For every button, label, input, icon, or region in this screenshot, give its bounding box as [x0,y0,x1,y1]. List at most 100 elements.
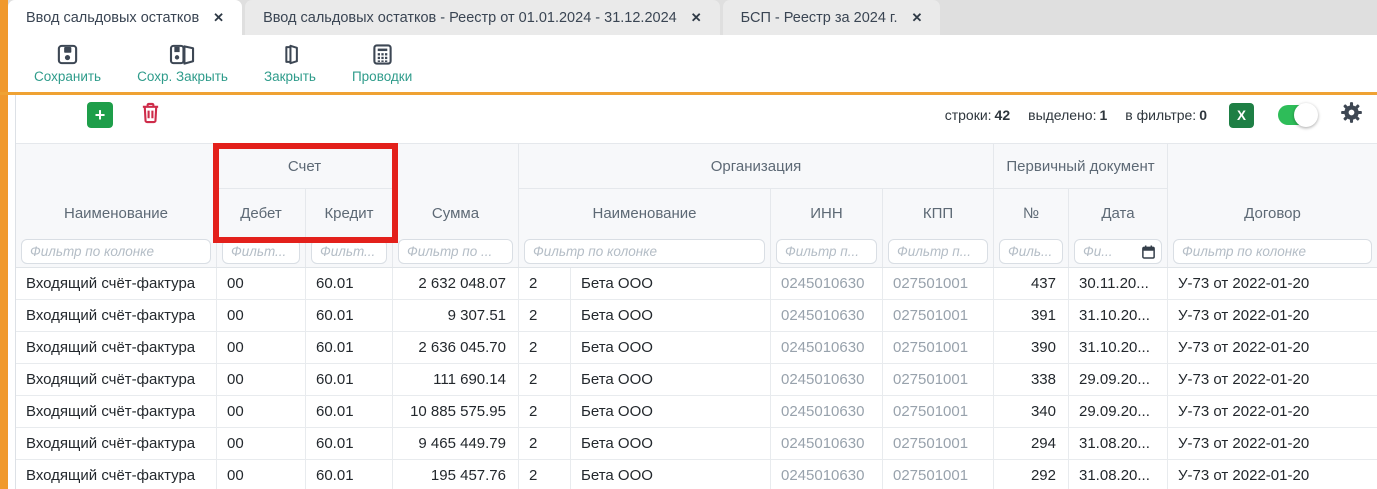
cell-num[interactable]: 294 [994,428,1069,460]
table-row[interactable]: Входящий счёт-фактура 00 60.01 195 457.7… [16,460,1377,489]
cell-date[interactable]: 31.08.20... [1069,460,1168,489]
cell-name[interactable]: Входящий счёт-фактура [16,396,217,428]
cell-debit[interactable]: 00 [217,364,306,396]
close-button[interactable]: Закрыть [264,43,316,84]
cell-sum[interactable]: 111 690.14 [393,364,519,396]
cell-kpp[interactable]: 027501001 [883,364,994,396]
cell-credit[interactable]: 60.01 [306,268,393,300]
cell-credit[interactable]: 60.01 [306,460,393,489]
cell-contract[interactable]: У-73 от 2022-01-20 [1168,396,1377,428]
table-row[interactable]: Входящий счёт-фактура 00 60.01 111 690.1… [16,364,1377,396]
cell-org[interactable]: Бета ООО [571,428,771,460]
column-header-kpp[interactable]: КПП [883,189,994,236]
cell-contract[interactable]: У-73 от 2022-01-20 [1168,268,1377,300]
cell-date[interactable]: 30.11.20... [1069,268,1168,300]
cell-sum[interactable]: 9 465 449.79 [393,428,519,460]
cell-org[interactable]: Бета ООО [571,364,771,396]
cell-kpp[interactable]: 027501001 [883,428,994,460]
filter-input-num[interactable] [999,239,1063,264]
cell-kpp[interactable]: 027501001 [883,332,994,364]
cell-sum[interactable]: 2 632 048.07 [393,268,519,300]
table-row[interactable]: Входящий счёт-фактура 00 60.01 10 885 57… [16,396,1377,428]
filter-input-inn[interactable] [776,239,877,264]
cell-num[interactable]: 338 [994,364,1069,396]
cell-inn[interactable]: 0245010630 [771,428,883,460]
cell-sum[interactable]: 10 885 575.95 [393,396,519,428]
table-row[interactable]: Входящий счёт-фактура 00 60.01 9 307.51 … [16,300,1377,332]
cell-kpp[interactable]: 027501001 [883,460,994,489]
cell-contract[interactable]: У-73 от 2022-01-20 [1168,332,1377,364]
column-header-inn[interactable]: ИНН [771,189,883,236]
cell-credit[interactable]: 60.01 [306,428,393,460]
cell-name[interactable]: Входящий счёт-фактура [16,300,217,332]
cell-sum[interactable]: 9 307.51 [393,300,519,332]
cell-inn[interactable]: 0245010630 [771,460,883,489]
cell-org-code[interactable]: 2 [519,300,571,332]
tab-bsp-reestr[interactable]: БСП - Реестр за 2024 г. ✕ [722,0,941,35]
delete-row-button[interactable] [140,101,161,130]
cell-credit[interactable]: 60.01 [306,300,393,332]
cell-org-code[interactable]: 2 [519,460,571,489]
cell-credit[interactable]: 60.01 [306,364,393,396]
filter-input-sum[interactable] [398,239,513,264]
cell-inn[interactable]: 0245010630 [771,268,883,300]
tab-reestr-2024[interactable]: Ввод сальдовых остатков - Реестр от 01.0… [245,0,720,35]
filter-input-debit[interactable] [222,239,300,264]
tab-close-icon[interactable]: ✕ [213,10,225,25]
cell-org-code[interactable]: 2 [519,396,571,428]
cell-inn[interactable]: 0245010630 [771,396,883,428]
cell-contract[interactable]: У-73 от 2022-01-20 [1168,364,1377,396]
cell-name[interactable]: Входящий счёт-фактура [16,268,217,300]
cell-num[interactable]: 437 [994,268,1069,300]
add-row-button[interactable]: + [87,102,113,128]
column-header-date[interactable]: Дата [1069,189,1168,236]
cell-inn[interactable]: 0245010630 [771,300,883,332]
cell-debit[interactable]: 00 [217,396,306,428]
filter-input-org-name[interactable] [524,239,765,264]
cell-sum[interactable]: 2 636 045.70 [393,332,519,364]
tab-close-icon[interactable]: ✕ [911,10,923,25]
cell-num[interactable]: 340 [994,396,1069,428]
cell-contract[interactable]: У-73 от 2022-01-20 [1168,428,1377,460]
postings-button[interactable]: Проводки [352,43,412,84]
filter-input-contract[interactable] [1173,239,1372,264]
save-button[interactable]: Сохранить [34,43,101,84]
cell-date[interactable]: 29.09.20... [1069,364,1168,396]
cell-inn[interactable]: 0245010630 [771,332,883,364]
filter-input-credit[interactable] [311,239,387,264]
table-row[interactable]: Входящий счёт-фактура 00 60.01 2 636 045… [16,332,1377,364]
cell-date[interactable]: 31.08.20... [1069,428,1168,460]
cell-org-code[interactable]: 2 [519,364,571,396]
cell-name[interactable]: Входящий счёт-фактура [16,364,217,396]
cell-org[interactable]: Бета ООО [571,396,771,428]
cell-num[interactable]: 292 [994,460,1069,489]
save-close-button[interactable]: Сохр. Закрыть [137,43,228,84]
column-header-credit[interactable]: Кредит [306,189,393,236]
cell-kpp[interactable]: 027501001 [883,300,994,332]
cell-org[interactable]: Бета ООО [571,268,771,300]
column-header-contract[interactable]: Договор [1244,205,1301,222]
filter-input-kpp[interactable] [888,239,988,264]
cell-name[interactable]: Входящий счёт-фактура [16,460,217,489]
column-header-sum[interactable]: Сумма [393,144,519,236]
filter-input-date[interactable] [1074,239,1162,264]
cell-num[interactable]: 390 [994,332,1069,364]
cell-org-code[interactable]: 2 [519,332,571,364]
cell-inn[interactable]: 0245010630 [771,364,883,396]
cell-date[interactable]: 29.09.20... [1069,396,1168,428]
calendar-icon[interactable] [1141,244,1156,259]
cell-debit[interactable]: 00 [217,428,306,460]
cell-name[interactable]: Входящий счёт-фактура [16,332,217,364]
cell-org[interactable]: Бета ООО [571,460,771,489]
cell-name[interactable]: Входящий счёт-фактура [16,428,217,460]
cell-date[interactable]: 31.10.20... [1069,332,1168,364]
column-header-num[interactable]: № [994,189,1069,236]
cell-org-code[interactable]: 2 [519,268,571,300]
cell-debit[interactable]: 00 [217,332,306,364]
cell-kpp[interactable]: 027501001 [883,396,994,428]
tab-vvod-saldovyh[interactable]: Ввод сальдовых остатков ✕ [8,0,243,35]
cell-debit[interactable]: 00 [217,460,306,489]
table-row[interactable]: Входящий счёт-фактура 00 60.01 9 465 449… [16,428,1377,460]
export-excel-button[interactable]: X [1229,102,1254,128]
table-row[interactable]: Входящий счёт-фактура 00 60.01 2 632 048… [16,268,1377,300]
